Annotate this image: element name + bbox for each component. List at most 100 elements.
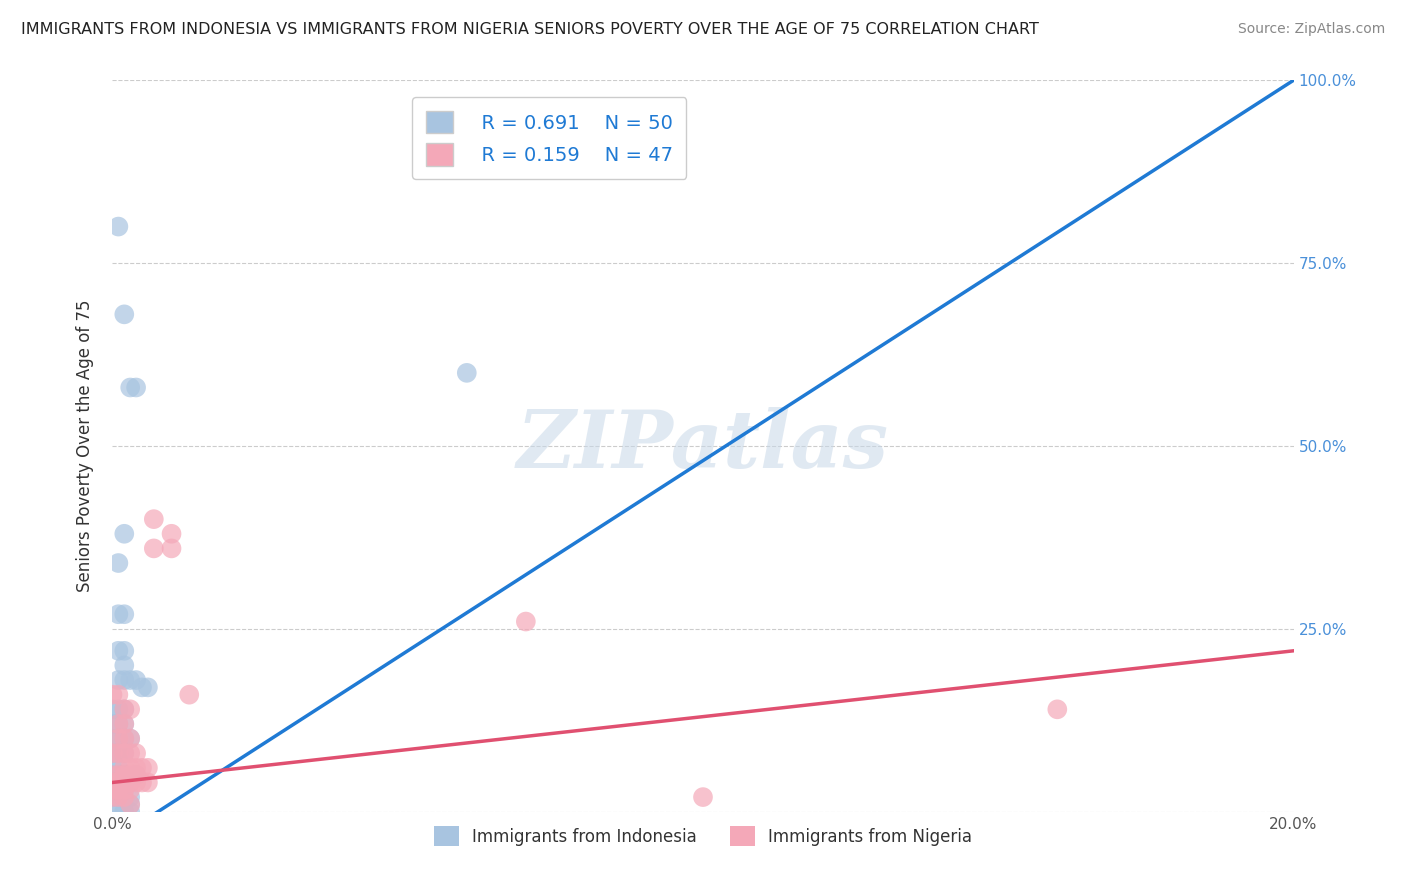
Point <box>107 702 129 716</box>
Point <box>120 805 142 819</box>
Point <box>179 688 201 702</box>
Y-axis label: Seniors Poverty Over the Age of 75: Seniors Poverty Over the Age of 75 <box>76 300 94 592</box>
Point <box>125 673 148 687</box>
Text: IMMIGRANTS FROM INDONESIA VS IMMIGRANTS FROM NIGERIA SENIORS POVERTY OVER THE AG: IMMIGRANTS FROM INDONESIA VS IMMIGRANTS … <box>21 22 1039 37</box>
Point <box>101 731 124 746</box>
Text: ZIPatlas: ZIPatlas <box>517 408 889 484</box>
Point <box>112 768 135 782</box>
Point <box>112 805 135 819</box>
Point <box>107 219 129 234</box>
Point <box>131 761 153 775</box>
Point <box>107 782 129 797</box>
Point <box>101 790 124 805</box>
Point <box>120 731 142 746</box>
Point <box>101 746 124 760</box>
Point <box>125 746 148 760</box>
Point <box>101 688 124 702</box>
Point <box>125 380 148 394</box>
Point <box>112 702 135 716</box>
Point <box>125 761 148 775</box>
Point <box>107 790 129 805</box>
Point <box>107 688 129 702</box>
Point <box>101 805 124 819</box>
Point <box>107 644 129 658</box>
Point <box>101 790 124 805</box>
Point <box>107 717 129 731</box>
Point <box>107 782 129 797</box>
Point <box>112 731 135 746</box>
Point <box>101 746 124 760</box>
Point <box>120 782 142 797</box>
Point <box>125 775 148 789</box>
Point <box>120 673 142 687</box>
Point <box>112 775 135 789</box>
Point <box>120 797 142 812</box>
Point <box>136 775 159 789</box>
Point <box>107 768 129 782</box>
Point <box>142 541 165 556</box>
Point <box>160 526 183 541</box>
Point <box>160 541 183 556</box>
Point <box>101 782 124 797</box>
Point <box>112 658 135 673</box>
Point <box>112 702 135 716</box>
Point <box>107 805 129 819</box>
Point <box>107 775 129 789</box>
Point <box>120 797 142 812</box>
Point <box>120 380 142 394</box>
Point <box>112 644 135 658</box>
Point <box>125 768 148 782</box>
Point <box>112 790 135 805</box>
Point <box>112 607 135 622</box>
Point <box>692 790 714 805</box>
Point <box>515 615 537 629</box>
Point <box>131 681 153 695</box>
Point <box>107 746 129 760</box>
Point <box>107 556 129 570</box>
Text: Source: ZipAtlas.com: Source: ZipAtlas.com <box>1237 22 1385 37</box>
Point <box>112 526 135 541</box>
Point <box>101 761 124 775</box>
Point <box>107 775 129 789</box>
Point <box>112 782 135 797</box>
Point <box>112 775 135 789</box>
Point <box>107 790 129 805</box>
Point <box>120 731 142 746</box>
Point <box>112 746 135 760</box>
Point <box>120 702 142 716</box>
Point <box>1046 702 1069 716</box>
Point <box>101 775 124 789</box>
Point <box>107 746 129 760</box>
Point <box>112 761 135 775</box>
Point <box>107 768 129 782</box>
Point <box>112 673 135 687</box>
Point <box>107 673 129 687</box>
Point <box>101 717 124 731</box>
Point <box>107 731 129 746</box>
Point <box>131 775 153 789</box>
Point <box>112 307 135 321</box>
Point <box>112 731 135 746</box>
Point <box>120 761 142 775</box>
Point <box>107 761 129 775</box>
Point <box>125 768 148 782</box>
Point <box>112 717 135 731</box>
Legend: Immigrants from Indonesia, Immigrants from Nigeria: Immigrants from Indonesia, Immigrants fr… <box>425 818 981 855</box>
Point <box>101 768 124 782</box>
Point <box>120 775 142 789</box>
Point <box>107 607 129 622</box>
Point <box>120 746 142 760</box>
Point <box>112 717 135 731</box>
Point <box>101 702 124 716</box>
Point <box>101 782 124 797</box>
Point <box>120 768 142 782</box>
Point <box>107 717 129 731</box>
Point <box>112 746 135 760</box>
Point <box>107 731 129 746</box>
Point <box>456 366 478 380</box>
Point <box>120 790 142 805</box>
Point <box>136 761 159 775</box>
Point <box>112 768 135 782</box>
Point <box>101 768 124 782</box>
Point <box>136 681 159 695</box>
